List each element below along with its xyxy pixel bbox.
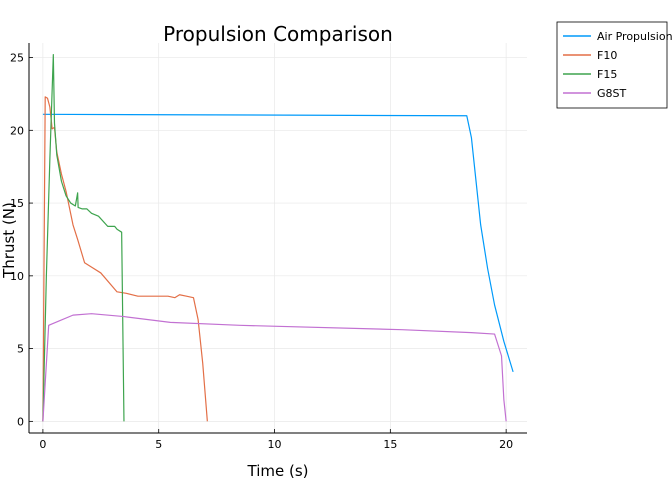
series-line-1 [42,113,514,373]
legend-label: G8ST [597,87,627,100]
series-line-2 [42,96,208,422]
x-axis-label: Time (s) [247,462,309,480]
x-tick-label: 20 [499,438,513,451]
legend-label: Air Propulsion [597,30,672,43]
series-lines [42,54,514,422]
y-tick-label: 20 [10,124,24,137]
series-line-3 [42,54,125,422]
grid [29,43,527,433]
legend-label: F10 [597,49,617,62]
series-line-4 [42,313,507,422]
chart-title: Propulsion Comparison [163,22,393,46]
y-tick-label: 5 [17,343,24,356]
axes [28,43,527,434]
y-tick-label: 25 [10,52,24,65]
x-tick-label: 0 [39,438,46,451]
x-tick-label: 10 [268,438,282,451]
legend-label: F15 [597,68,617,81]
y-tick-label: 0 [17,415,24,428]
y-tick-label: 15 [10,197,24,210]
y-axis-label: Thrust (N) [0,202,18,279]
x-tick-label: 5 [155,438,162,451]
x-tick-label: 15 [383,438,397,451]
legend: Air Propulsion F10 F15 G8ST [556,21,672,109]
ticks: 0 5 10 15 20 0 5 10 15 20 25 [10,52,513,451]
y-tick-label: 10 [10,270,24,283]
